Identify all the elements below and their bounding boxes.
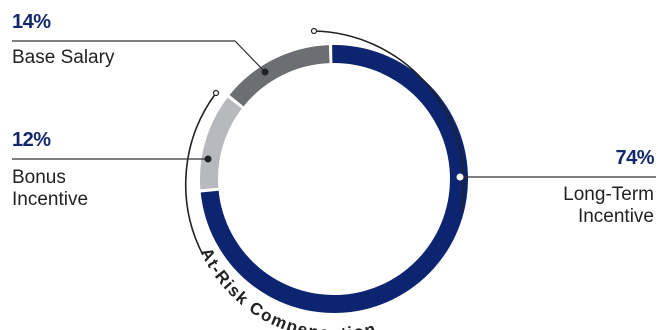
donut-slices bbox=[200, 45, 469, 314]
bonus-leader-dot bbox=[204, 155, 212, 163]
bonus-percent: 12% bbox=[12, 129, 51, 151]
donut-slice-base-salary bbox=[229, 45, 330, 107]
lti-leader-dot bbox=[456, 173, 464, 181]
bonus-label-line2: Incentive bbox=[12, 189, 89, 210]
bracket-end-marker bbox=[310, 27, 318, 35]
base-salary-leader-line bbox=[12, 40, 266, 73]
base-salary-label: Base Salary bbox=[12, 47, 115, 68]
base-salary-leader-dot bbox=[261, 68, 269, 76]
at-risk-bracket-arc bbox=[184, 92, 217, 256]
bonus-label-line1: Bonus bbox=[12, 167, 66, 188]
lti-label-line1: Long-Term bbox=[563, 184, 654, 205]
lti-label-line2: Incentive bbox=[577, 206, 654, 227]
donut-slice-bonus-incentive bbox=[200, 97, 242, 190]
bracket-end-marker bbox=[212, 89, 220, 97]
at-risk-bracket-arc bbox=[313, 30, 465, 213]
base-salary-percent: 14% bbox=[12, 11, 51, 33]
lti-percent: 74% bbox=[615, 147, 654, 169]
